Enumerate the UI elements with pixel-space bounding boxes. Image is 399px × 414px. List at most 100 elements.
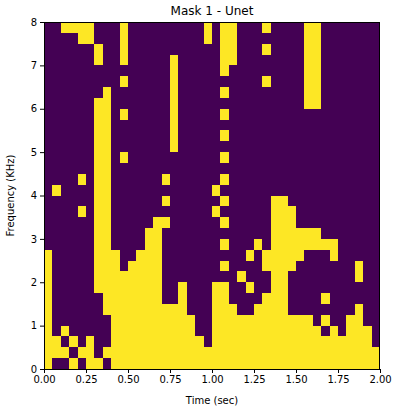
cell [187, 120, 196, 131]
cell [44, 185, 53, 196]
cell [346, 261, 355, 272]
cell [69, 76, 78, 87]
cell [346, 44, 355, 55]
cell [103, 228, 112, 239]
cell [111, 33, 120, 44]
cell [355, 152, 364, 163]
cell [212, 141, 221, 152]
cell [153, 163, 162, 174]
cell [195, 152, 204, 163]
cell [237, 315, 246, 326]
cell [128, 217, 137, 228]
cell [237, 55, 246, 66]
cell [338, 358, 347, 369]
cell [246, 196, 255, 207]
cell [254, 261, 263, 272]
cell [136, 250, 145, 261]
cell [363, 98, 372, 109]
cell [212, 261, 221, 272]
cell [246, 336, 255, 347]
cell [111, 282, 120, 293]
cell [120, 55, 129, 66]
cell [136, 315, 145, 326]
cell [69, 33, 78, 44]
cell [136, 65, 145, 76]
cell [262, 76, 271, 87]
cell [246, 206, 255, 217]
cell [44, 109, 53, 120]
tick: 1.00 [201, 369, 223, 385]
cell [204, 239, 213, 250]
cell [170, 141, 179, 152]
cell [262, 65, 271, 76]
cell [355, 109, 364, 120]
cell [372, 282, 380, 293]
cell [128, 109, 137, 120]
cell [61, 76, 70, 87]
cell [78, 22, 87, 33]
cell [304, 55, 313, 66]
cell [145, 217, 154, 228]
cell [111, 87, 120, 98]
cell [136, 228, 145, 239]
cell [94, 315, 103, 326]
cell [321, 315, 330, 326]
cell [195, 228, 204, 239]
cell [220, 326, 229, 337]
cell [330, 271, 339, 282]
cell [246, 228, 255, 239]
cell [120, 358, 129, 369]
cell [204, 206, 213, 217]
cell [94, 185, 103, 196]
cell [246, 261, 255, 272]
cell [52, 98, 61, 109]
cell [346, 174, 355, 185]
cell [304, 185, 313, 196]
cell [372, 44, 380, 55]
cell [195, 293, 204, 304]
cell [195, 185, 204, 196]
cell [262, 87, 271, 98]
cell [195, 87, 204, 98]
cell [162, 293, 171, 304]
cell [254, 152, 263, 163]
cell [204, 22, 213, 33]
cell [363, 130, 372, 141]
cell [136, 55, 145, 66]
cell [94, 271, 103, 282]
cell [153, 174, 162, 185]
cell [220, 22, 229, 33]
cell [330, 109, 339, 120]
cell [246, 76, 255, 87]
cell [220, 174, 229, 185]
cell [204, 336, 213, 347]
cell [346, 55, 355, 66]
tick-label: 0.50 [117, 374, 139, 385]
cell [271, 55, 280, 66]
cell [296, 196, 305, 207]
cell [313, 152, 322, 163]
cell [162, 217, 171, 228]
cell [136, 304, 145, 315]
cell [78, 282, 87, 293]
cell [178, 120, 187, 131]
cell [330, 261, 339, 272]
cell [355, 98, 364, 109]
cell [120, 130, 129, 141]
cell [220, 98, 229, 109]
cell [204, 87, 213, 98]
cell [61, 44, 70, 55]
cell [220, 44, 229, 55]
cell [69, 185, 78, 196]
cell [372, 228, 380, 239]
cell [237, 228, 246, 239]
cell [355, 315, 364, 326]
cell [288, 33, 297, 44]
cell [363, 228, 372, 239]
cell [170, 271, 179, 282]
cell [330, 206, 339, 217]
cell [271, 315, 280, 326]
cell [363, 347, 372, 358]
cell [313, 282, 322, 293]
cell [111, 141, 120, 152]
